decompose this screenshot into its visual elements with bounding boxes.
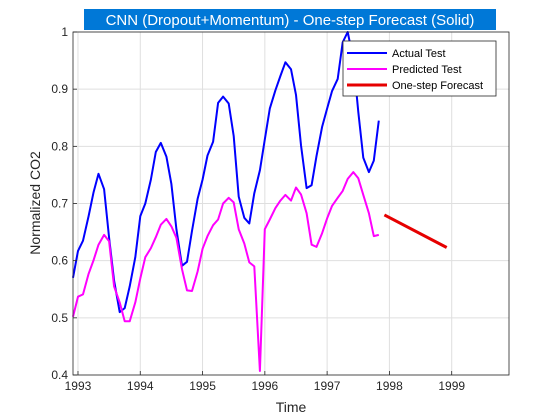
y-tick-label: 1 [61,25,68,39]
y-tick-label: 0.9 [51,82,68,96]
legend-label-one-step-forecast: One-step Forecast [392,80,483,92]
x-tick-label: 1993 [65,379,92,393]
chart-title: CNN (Dropout+Momentum) - One-step Foreca… [106,12,475,29]
x-tick-label: 1997 [314,379,341,393]
x-axis-label: Time [276,399,307,415]
y-axis-label: Normalized CO2 [27,151,43,255]
y-tick-label: 0.6 [51,254,68,268]
x-tick-label: 1994 [127,379,154,393]
y-tick-label: 0.5 [51,311,68,325]
x-tick-label: 1995 [189,379,216,393]
series-predicted-test [72,171,380,372]
chart-title-background [84,9,496,30]
y-tick-label: 0.7 [51,197,68,211]
legend: Actual Test Predicted Test One-step Fore… [342,40,497,97]
y-tick-label: 0.8 [51,139,68,153]
series-one-step-forecast [383,213,448,249]
legend-label-actual-test: Actual Test [392,48,446,60]
x-tick-label: 1999 [438,379,465,393]
series-layer [72,31,448,372]
x-tick-label: 1996 [251,379,278,393]
series-actual-test [72,31,380,314]
y-tick-label: 0.4 [51,368,68,382]
ticks: 1993 1994 1995 1996 1997 1998 1999 0.4 0.5 0.6 0.7… [51,25,465,393]
x-tick-label: 1998 [376,379,403,393]
legend-label-predicted-test: Predicted Test [392,64,462,76]
